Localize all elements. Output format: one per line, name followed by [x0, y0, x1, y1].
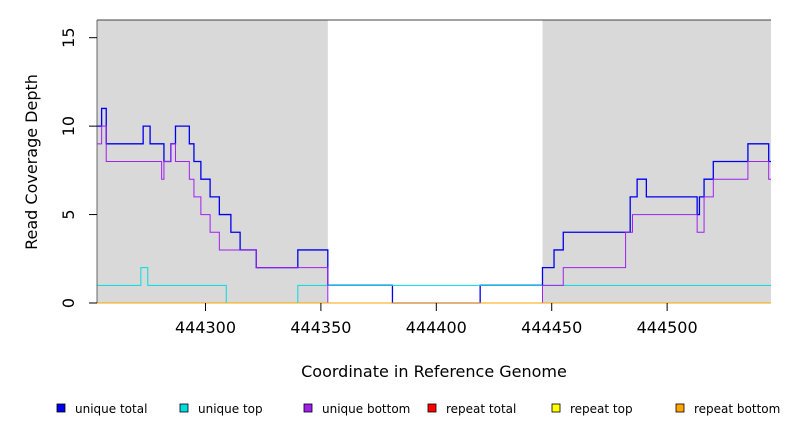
- legend-swatch-unique-total: [56, 403, 66, 413]
- axes: 444300 444350 444400 444450 444500 0 5 10 15: [59, 19, 771, 337]
- legend-swatch-unique-bottom: [303, 403, 313, 413]
- x-tick-label: 444450: [521, 318, 582, 337]
- legend-swatch-unique-top: [179, 403, 189, 413]
- legend-label-repeat-top: repeat top: [570, 402, 633, 416]
- legend-label-repeat-bottom: repeat bottom: [694, 402, 780, 416]
- x-tick-label: 444350: [290, 318, 351, 337]
- y-tick-label: 0: [59, 298, 78, 308]
- series-line-unique-bottom: [97, 125, 771, 304]
- legend-label-unique-top: unique top: [198, 402, 263, 416]
- y-tick-label: 5: [59, 209, 78, 219]
- x-tick-label: 444400: [406, 318, 467, 337]
- y-tick-label: 15: [59, 28, 78, 48]
- y-axis-title: Read Coverage Depth: [22, 74, 41, 250]
- x-axis-title: Coordinate in Reference Genome: [301, 362, 567, 381]
- legend-swatch-repeat-total: [427, 403, 437, 413]
- legend: unique total unique top unique bottom repea…: [56, 402, 780, 416]
- legend-label-repeat-total: repeat total: [446, 402, 516, 416]
- y-tick-label: 10: [59, 116, 78, 136]
- series-lines: [97, 107, 771, 304]
- legend-swatch-repeat-top: [551, 403, 561, 413]
- legend-swatch-repeat-bottom: [675, 403, 685, 413]
- x-tick-label: 444500: [637, 318, 698, 337]
- x-tick-label: 444300: [175, 318, 236, 337]
- legend-label-unique-total: unique total: [75, 402, 147, 416]
- series-line-unique-top: [97, 267, 771, 304]
- legend-label-unique-bottom: unique bottom: [322, 402, 410, 416]
